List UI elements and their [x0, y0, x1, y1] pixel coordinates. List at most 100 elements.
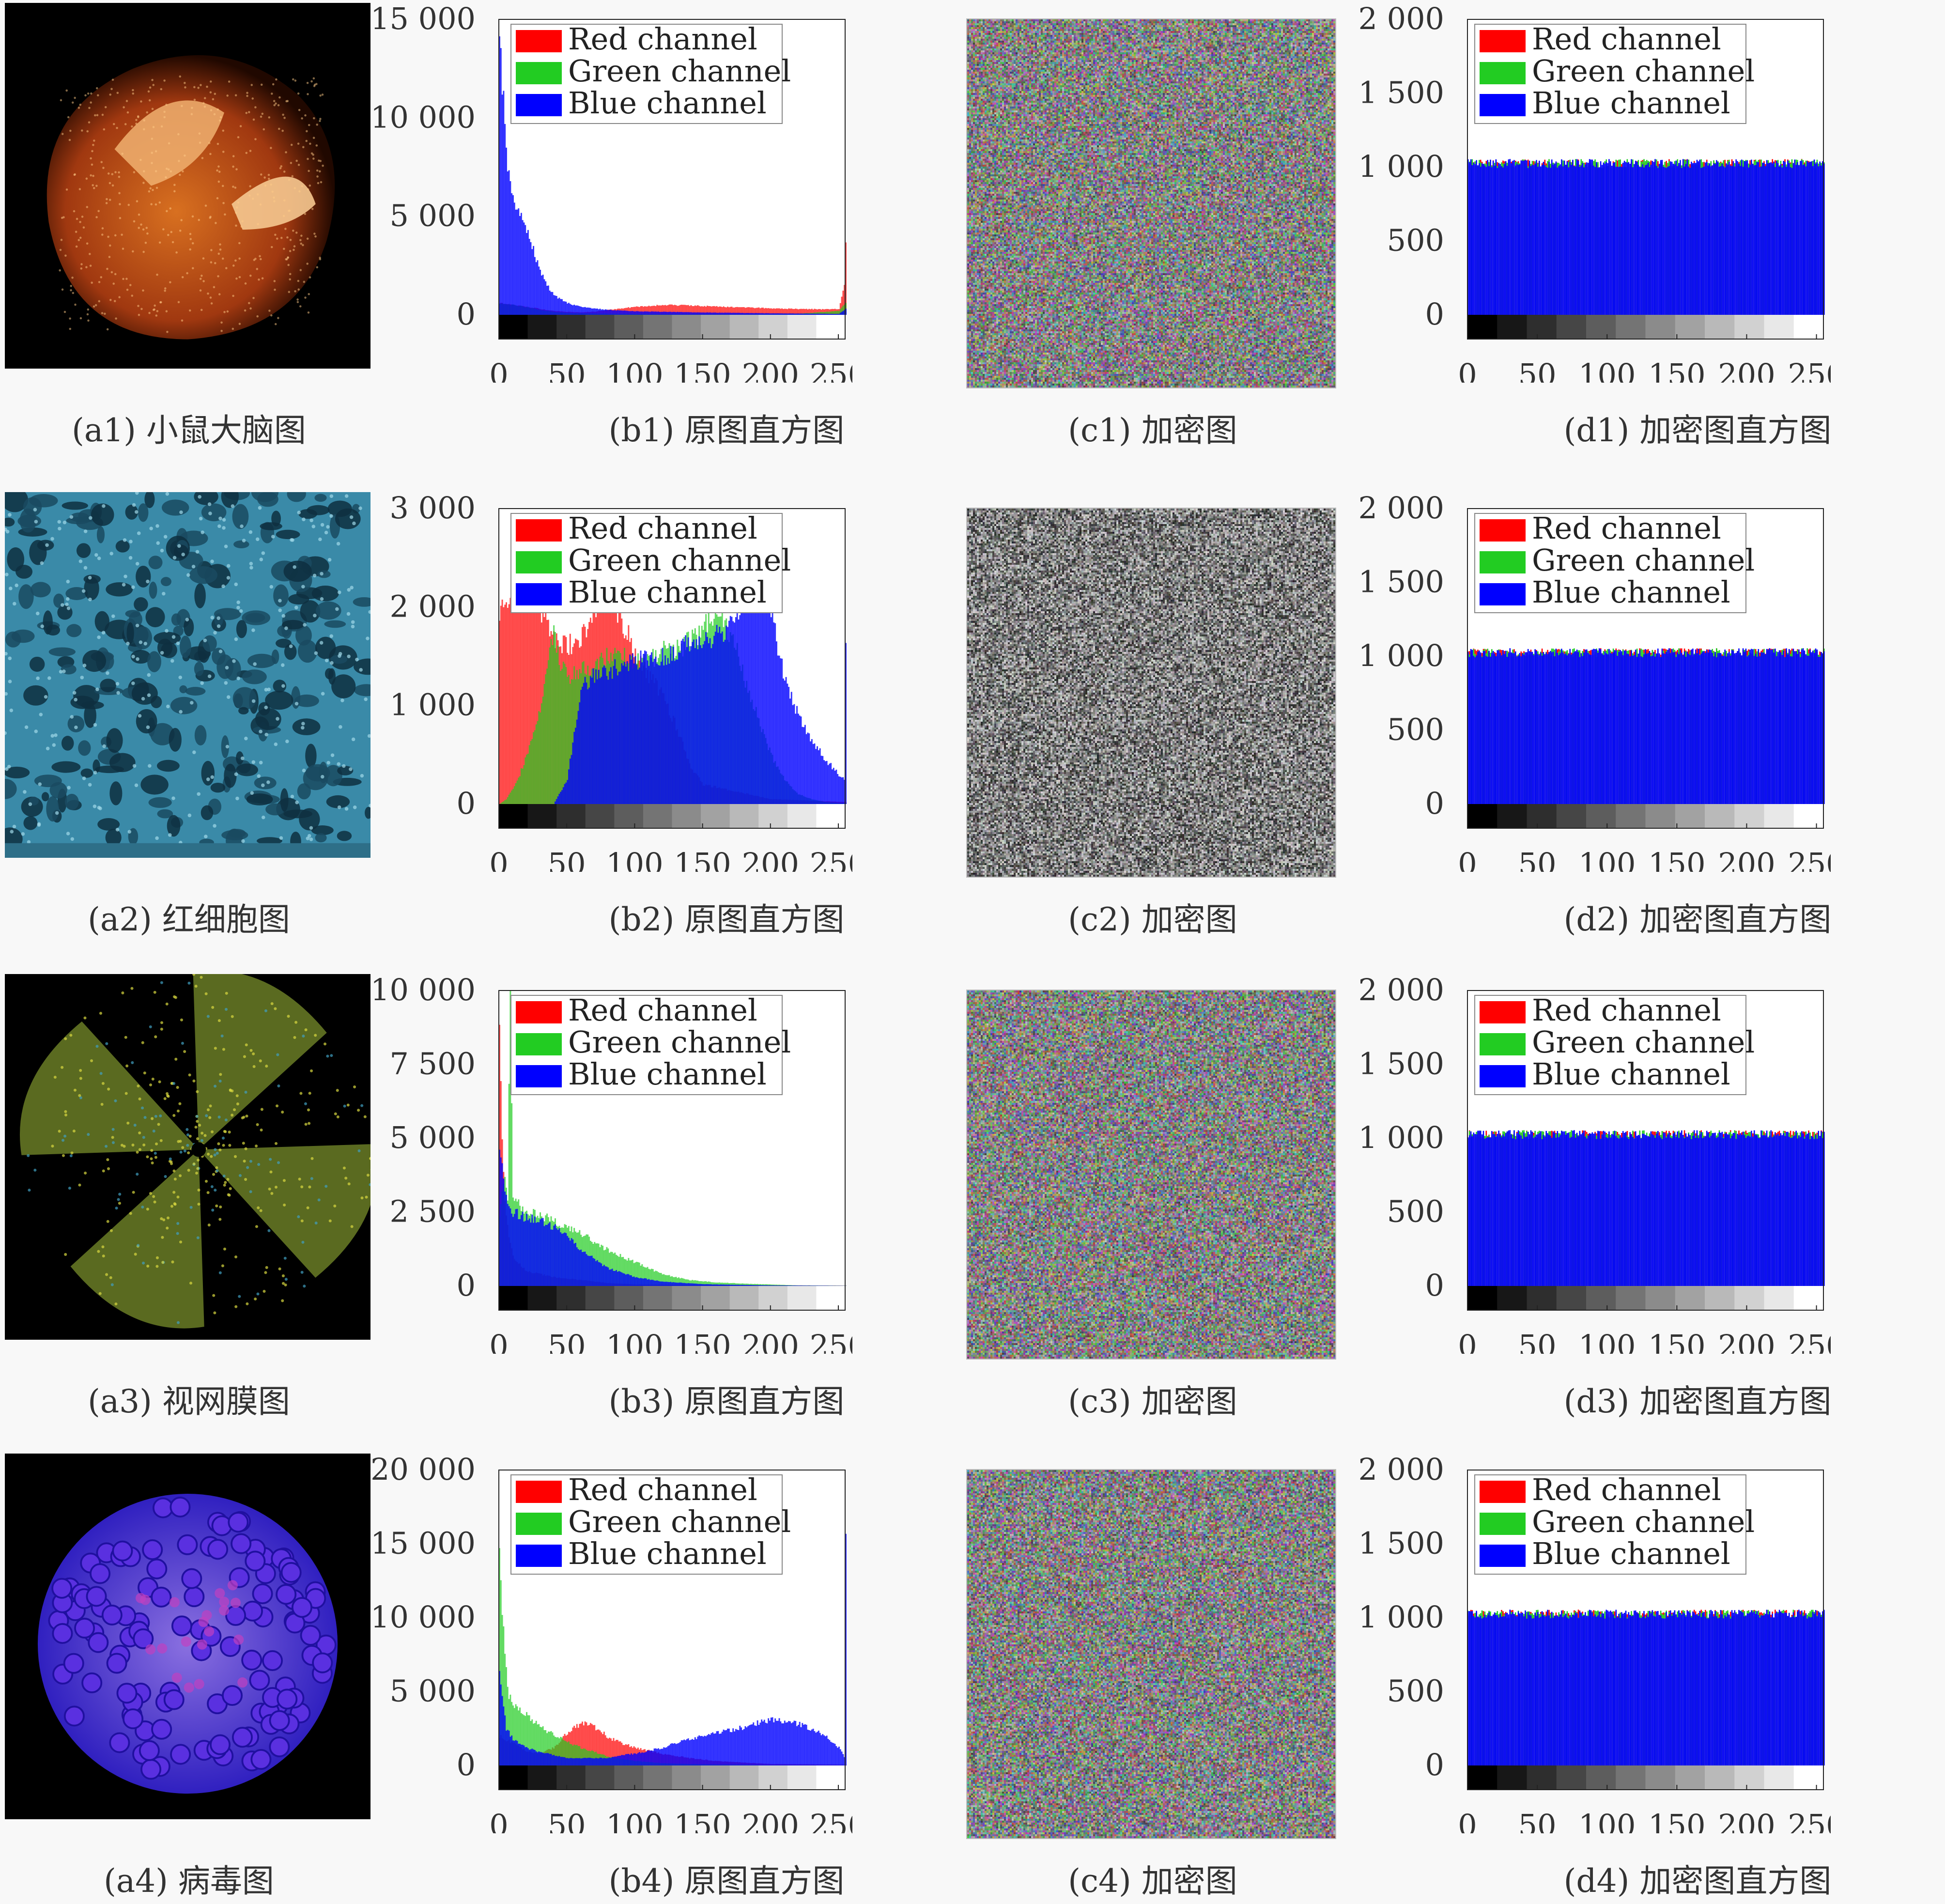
bar [795, 713, 797, 804]
bar [1509, 1130, 1511, 1286]
x-tick-label: 200 [1718, 846, 1775, 872]
bar [746, 1285, 748, 1286]
bar [811, 309, 813, 315]
bar [1683, 651, 1685, 804]
bar [753, 313, 755, 315]
bar [606, 310, 608, 315]
bar [668, 1275, 670, 1286]
bar [754, 313, 756, 315]
colorbar-step [1705, 804, 1735, 828]
bar [648, 1269, 650, 1286]
bar [1554, 656, 1556, 804]
bar [535, 724, 537, 804]
bar [598, 1262, 600, 1286]
bar [659, 666, 661, 804]
bar [530, 603, 532, 804]
bar [628, 307, 630, 315]
legend-label: Blue channel [568, 1056, 767, 1092]
bar [609, 1269, 611, 1286]
bar [758, 597, 760, 804]
bar [1515, 165, 1516, 315]
bar [807, 313, 809, 315]
bar [1682, 655, 1684, 804]
bar [637, 669, 639, 804]
legend-label: Red channel [1532, 992, 1721, 1028]
bar [724, 1285, 726, 1286]
y-tick-label: 10 000 [370, 99, 476, 135]
bar [619, 1254, 621, 1286]
bar [652, 662, 654, 804]
bar [778, 313, 780, 315]
legend-swatch [1480, 551, 1526, 573]
bar [1766, 160, 1768, 315]
bar [1544, 1136, 1546, 1286]
bar [1764, 654, 1766, 804]
bar [614, 1253, 616, 1286]
bar [1543, 162, 1544, 315]
bar [622, 310, 624, 315]
bar [702, 306, 704, 315]
bar [793, 704, 795, 804]
bar [774, 1285, 776, 1286]
bar [1635, 1131, 1636, 1286]
bar [1550, 168, 1551, 315]
bar [531, 609, 533, 804]
bar [1537, 654, 1539, 804]
bar [660, 1273, 662, 1286]
bar [523, 591, 525, 804]
bar [658, 665, 660, 804]
legend-label: Blue channel [1532, 1056, 1730, 1092]
bar [1620, 1135, 1621, 1286]
bar [624, 662, 625, 804]
bar [726, 307, 727, 315]
bar [617, 1271, 618, 1286]
bar [534, 730, 536, 804]
bar [659, 1273, 661, 1286]
bar [1815, 164, 1817, 315]
bar [1791, 168, 1793, 315]
bar [803, 313, 805, 315]
bar [808, 309, 810, 315]
bar [766, 1284, 768, 1286]
bar [1699, 159, 1701, 315]
bar [664, 655, 666, 804]
bar [679, 1282, 681, 1286]
bar [610, 667, 612, 804]
bar [1652, 655, 1653, 804]
bar [747, 313, 749, 315]
bar [1473, 655, 1475, 804]
bar [1716, 160, 1717, 315]
bar [784, 309, 786, 315]
bar [1587, 652, 1589, 804]
bar [601, 1263, 602, 1286]
bar [738, 619, 740, 804]
series-blue-channel [555, 572, 847, 804]
bar [723, 306, 725, 315]
colorbar-step [758, 1286, 788, 1310]
bar [1703, 1137, 1705, 1286]
bar [1503, 653, 1505, 804]
bar [687, 637, 689, 804]
bar [1576, 159, 1578, 315]
bar [835, 314, 837, 315]
bar [823, 760, 825, 804]
bar [556, 799, 557, 804]
bar [522, 1211, 524, 1286]
bar [645, 306, 647, 315]
bar [797, 1285, 799, 1286]
bar [1788, 1137, 1790, 1286]
bar [1806, 655, 1808, 804]
bar [799, 309, 801, 315]
bar [1792, 1136, 1794, 1286]
bar [640, 311, 642, 315]
bar [1501, 1137, 1502, 1286]
bar [1726, 656, 1727, 804]
bar [1658, 1135, 1660, 1286]
bar [1653, 162, 1654, 315]
bar [784, 1285, 786, 1286]
bar [692, 306, 694, 315]
bar [513, 786, 515, 804]
